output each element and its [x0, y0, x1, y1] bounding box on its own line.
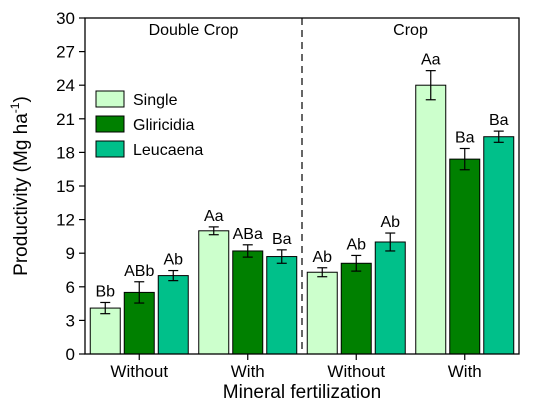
y-tick-label: 18	[56, 143, 75, 162]
legend-swatch-gliricidia	[95, 115, 125, 133]
legend-label-leucaena: Leucaena	[133, 142, 203, 159]
significance-label: Ba	[489, 112, 509, 129]
bar-leucaena	[483, 136, 515, 355]
significance-label: Ba	[272, 231, 292, 248]
y-tick-label: 3	[66, 311, 75, 330]
significance-label: Ab	[380, 214, 400, 231]
legend-label-gliricidia: Gliricidia	[133, 117, 194, 134]
bar-leucaena	[157, 275, 189, 355]
y-tick-label: 0	[66, 345, 75, 364]
legend-swatch-single	[95, 90, 125, 108]
x-category-label: Without	[327, 362, 385, 381]
significance-label: Aa	[204, 208, 224, 225]
y-tick-label: 12	[56, 211, 75, 230]
y-axis-title-close: )	[11, 96, 32, 102]
y-tick-label: 30	[56, 9, 75, 28]
bar-single	[198, 230, 230, 355]
y-tick-label: 21	[56, 110, 75, 129]
significance-label: Aa	[421, 52, 441, 69]
bar-single	[89, 307, 121, 355]
y-axis-title-sup: -1	[8, 102, 22, 113]
y-tick-label: 9	[66, 244, 75, 263]
significance-label: Ab	[346, 236, 366, 253]
region-label-crop: Crop	[393, 22, 428, 39]
legend-label-single: Single	[133, 92, 178, 109]
x-category-label: Without	[110, 362, 168, 381]
y-axis-title-main: Productivity (Mg ha	[11, 113, 32, 276]
bar-gliricidia	[449, 158, 481, 355]
legend-swatch-leucaena	[95, 140, 125, 158]
y-tick-label: 6	[66, 278, 75, 297]
bar-single	[306, 271, 338, 355]
significance-labels-layer: Bb ABb Ab Aa ABa Ba Ab Ab Ab Aa Ba Ba	[95, 52, 508, 301]
bar-leucaena	[374, 241, 406, 355]
x-axis: Without With Without With	[110, 354, 482, 381]
y-tick-label: 27	[56, 43, 75, 62]
bar-gliricidia	[232, 250, 264, 355]
x-axis-title: Mineral fertilization	[223, 382, 381, 403]
bar-leucaena	[266, 256, 298, 355]
y-axis-title: Productivity (Mg ha-1)	[8, 96, 32, 276]
significance-label: Ba	[455, 129, 475, 146]
significance-label: Ab	[163, 252, 183, 269]
y-tick-label: 15	[56, 177, 75, 196]
bar-single	[415, 84, 447, 355]
bar-gliricidia	[340, 262, 372, 355]
significance-label: ABa	[233, 226, 263, 243]
y-axis: 0 3 6 9 12 15 18 21 24 27 30	[56, 9, 85, 364]
x-category-label: With	[448, 362, 482, 381]
legend: Single Gliricidia Leucaena	[95, 90, 203, 159]
bars-layer	[89, 84, 515, 355]
significance-label: Ab	[312, 249, 332, 266]
x-category-label: With	[231, 362, 265, 381]
y-tick-label: 24	[56, 76, 75, 95]
error-bars-layer	[100, 70, 504, 315]
region-label-double-crop: Double Crop	[149, 22, 239, 39]
significance-label: ABb	[124, 263, 154, 280]
significance-label: Bb	[95, 283, 115, 300]
